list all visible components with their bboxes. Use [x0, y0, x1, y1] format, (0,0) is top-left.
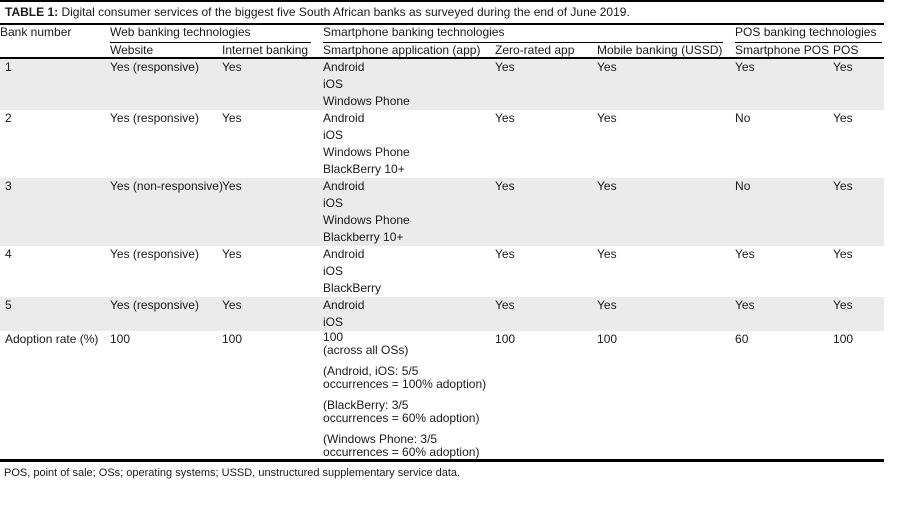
column-header-mobile-banking-ussd: Mobile banking (USSD) [597, 43, 736, 59]
adoption-detail-blackberry: (BlackBerry: 3/5 occurrences = 60% adopt… [323, 398, 480, 425]
cell-website: Yes (responsive) [110, 111, 199, 125]
cell-smartphone-app: Android iOS [323, 298, 365, 329]
cell-mobile-banking-ussd: Yes [597, 247, 617, 261]
cell-internet-banking: Yes [222, 298, 242, 312]
bank-row-4: 4 Yes (responsive) Yes Android iOS Black… [0, 246, 884, 297]
cell-bank-number: 3 [5, 179, 12, 193]
cell-smartphone-pos: Yes [735, 60, 755, 74]
cell-website: Yes (responsive) [110, 247, 199, 261]
adoption-rate-row: Adoption rate (%) 100 100 100 (across al… [0, 330, 885, 462]
cell-website: Yes (responsive) [110, 298, 199, 312]
cell-bank-number: 1 [5, 60, 12, 74]
column-header-smartphone-pos: Smartphone POS [735, 43, 834, 59]
cell-bank-number: 2 [5, 111, 12, 125]
adoption-detail-android-ios: (Android, iOS: 5/5 occurrences = 100% ad… [323, 364, 487, 391]
cell-zero-rated-app: Yes [495, 179, 515, 193]
table-title-text: Digital consumer services of the biggest… [61, 5, 630, 19]
cell-pos: Yes [833, 247, 853, 261]
column-header-internet-banking: Internet banking [222, 43, 324, 59]
cell-smartphone-pos: No [735, 111, 751, 125]
bank-row-2: 2 Yes (responsive) Yes Android iOS Windo… [0, 110, 884, 178]
column-header-zero-rated-app: Zero-rated app [495, 43, 598, 59]
cell-smartphone-pos-adoption: 60 [735, 331, 834, 462]
cell-pos: Yes [833, 111, 853, 125]
adoption-detail-overall: 100 (across all OSs) [323, 330, 409, 357]
cell-mobile-banking-ussd-adoption: 100 [597, 331, 736, 462]
table-number-label: TABLE 1: [5, 5, 59, 19]
cell-smartphone-pos: Yes [735, 247, 755, 261]
cell-pos: Yes [833, 298, 853, 312]
cell-internet-banking: Yes [222, 60, 242, 74]
cell-smartphone-app: Android iOS Windows Phone Blackberry 10+ [323, 179, 410, 244]
column-header-website: Website [110, 43, 222, 59]
cell-smartphone-pos: No [735, 179, 751, 193]
group-header-row: Bank number Web banking technologies Sma… [0, 25, 884, 59]
cell-smartphone-app-adoption: 100 (across all OSs) (Android, iOS: 5/5 … [323, 330, 496, 462]
bank-row-1: 1 Yes (responsive) Yes Android iOS Windo… [0, 58, 885, 110]
cell-internet-banking-adoption: 100 [222, 331, 324, 462]
group-header-smartphone-banking: Smartphone banking technologies [323, 25, 735, 43]
cell-bank-number: 4 [5, 247, 12, 261]
column-header-row: Website Internet banking Smartphone appl… [0, 43, 885, 59]
cell-internet-banking: Yes [222, 179, 242, 193]
column-header-bank-number: Bank number [0, 25, 110, 59]
bank-services-table: Bank number Web banking technologies Sma… [0, 25, 885, 462]
cell-pos: Yes [833, 179, 853, 193]
cell-zero-rated-app: Yes [495, 298, 515, 312]
cell-adoption-label: Adoption rate (%) [0, 331, 110, 462]
bank-row-5: 5 Yes (responsive) Yes Android iOS Yes Y… [0, 297, 885, 331]
group-header-pos-banking: POS banking technologies [735, 25, 884, 43]
cell-zero-rated-app: Yes [495, 111, 515, 125]
group-header-web-banking: Web banking technologies [110, 25, 323, 43]
cell-smartphone-app: Android iOS Windows Phone [323, 60, 410, 108]
cell-pos-adoption: 100 [833, 331, 885, 462]
adoption-detail-windows-phone: (Windows Phone: 3/5 occurrences = 60% ad… [323, 432, 480, 459]
cell-zero-rated-app: Yes [495, 247, 515, 261]
cell-bank-number: 5 [5, 298, 12, 312]
cell-mobile-banking-ussd: Yes [597, 60, 617, 74]
cell-smartphone-pos: Yes [735, 298, 755, 312]
cell-internet-banking: Yes [222, 247, 242, 261]
cell-website: Yes (responsive) [110, 60, 199, 74]
cell-smartphone-app: Android iOS Windows Phone BlackBerry 10+ [323, 111, 410, 176]
cell-website-adoption: 100 [110, 331, 222, 462]
table-caption: TABLE 1: Digital consumer services of th… [0, 0, 884, 25]
cell-pos: Yes [833, 60, 853, 74]
cell-zero-rated-app: Yes [495, 60, 515, 74]
column-header-pos: POS [833, 43, 885, 59]
cell-website: Yes (non-responsive) [110, 179, 223, 193]
cell-mobile-banking-ussd: Yes [597, 179, 617, 193]
cell-zero-rated-app-adoption: 100 [495, 331, 598, 462]
cell-smartphone-app: Android iOS BlackBerry [323, 247, 382, 295]
column-header-smartphone-app: Smartphone application (app) [323, 43, 496, 59]
cell-internet-banking: Yes [222, 111, 242, 125]
cell-mobile-banking-ussd: Yes [597, 111, 617, 125]
bank-row-3: 3 Yes (non-responsive) Yes Android iOS W… [0, 178, 885, 246]
table-footnote: POS, point of sale; OSs; operating syste… [4, 467, 461, 479]
cell-mobile-banking-ussd: Yes [597, 298, 617, 312]
